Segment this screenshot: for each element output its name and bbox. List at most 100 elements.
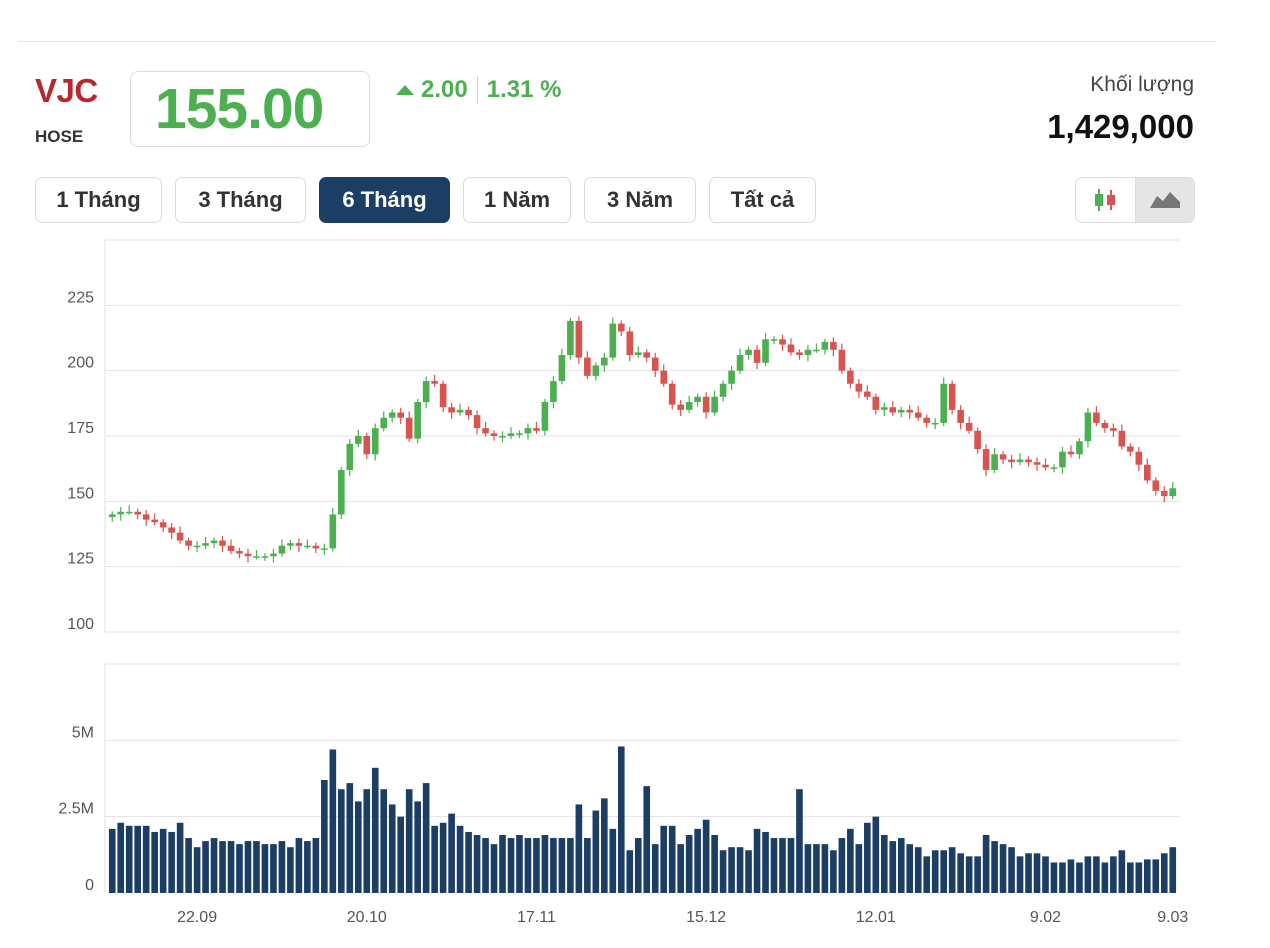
candle-body	[431, 381, 438, 384]
candle-body	[193, 545, 201, 548]
volume-bar	[872, 816, 880, 893]
candle-body	[338, 469, 345, 515]
candle-body	[448, 407, 455, 413]
volume-bar	[507, 838, 515, 893]
candle-body	[601, 357, 608, 366]
candle-body	[897, 409, 905, 413]
candle-body	[1067, 451, 1075, 455]
candle-body	[142, 514, 150, 520]
candle-body	[626, 331, 634, 355]
candle-body	[830, 341, 837, 350]
change-separator	[476, 76, 478, 104]
date-tick-label: 20.10	[347, 909, 387, 926]
volume-bar	[1016, 856, 1024, 893]
volume-bar	[533, 838, 540, 893]
candle-body	[388, 412, 396, 418]
volume-bar	[550, 838, 557, 893]
price-tick-label: 175	[67, 420, 94, 437]
volume-bar	[889, 841, 897, 893]
candle-body	[677, 404, 684, 410]
volume-bar	[202, 841, 209, 893]
volume-bar	[982, 834, 990, 893]
volume-bar	[864, 822, 871, 893]
tab-1-year[interactable]: 1 Năm	[463, 177, 571, 223]
candle-body	[321, 548, 328, 550]
volume-bar	[304, 841, 311, 893]
volume-bar	[1093, 856, 1100, 893]
candle-body	[533, 428, 540, 431]
candle-body	[821, 341, 829, 350]
up-triangle-icon	[396, 85, 414, 95]
tab-all[interactable]: Tất cả	[709, 177, 816, 223]
candle-body	[371, 428, 379, 455]
price-tick-label: 225	[67, 289, 94, 306]
volume-bar	[796, 789, 803, 893]
candle-body	[1127, 446, 1134, 452]
candle-body	[253, 556, 260, 558]
volume-bar	[753, 828, 761, 893]
volume-bar	[227, 841, 235, 893]
volume-bar	[1042, 856, 1049, 893]
volume-bar	[558, 838, 566, 893]
volume-bar	[134, 825, 142, 893]
volume-bar	[1160, 853, 1168, 893]
candle-body	[1016, 459, 1024, 463]
tab-6-months[interactable]: 6 Tháng	[319, 177, 450, 223]
candle-body	[931, 422, 939, 425]
candle-body	[117, 511, 125, 515]
volume-bar	[524, 838, 532, 893]
date-tick-label: 15.12	[686, 909, 726, 926]
candle-body	[210, 540, 218, 544]
candle-body	[1076, 441, 1083, 455]
candle-body	[991, 454, 998, 470]
exchange-label: HOSE	[35, 127, 84, 146]
candle-body	[236, 550, 243, 554]
candle-body	[439, 383, 447, 408]
candle-body	[482, 428, 489, 434]
volume-bar	[1169, 847, 1177, 893]
volume-bar	[584, 838, 591, 893]
candle-body	[295, 543, 303, 546]
volume-bar	[838, 838, 846, 893]
candle-body	[592, 365, 600, 376]
candle-body	[312, 545, 320, 549]
tab-3-months[interactable]: 3 Tháng	[175, 177, 306, 223]
tab-1-month[interactable]: 1 Tháng	[35, 177, 162, 223]
volume-bar	[694, 828, 701, 893]
candle-body	[999, 454, 1007, 460]
volume-bar	[125, 825, 133, 893]
volume-bar	[465, 831, 472, 893]
candle-body	[804, 349, 812, 355]
volume-bar	[354, 801, 362, 893]
candle-body	[660, 370, 668, 384]
volume-bar	[762, 831, 769, 893]
volume-bar	[117, 822, 125, 893]
volume-bar	[363, 789, 371, 893]
candle-body	[753, 349, 761, 363]
candle-body	[499, 436, 506, 438]
volume-bar	[1025, 853, 1032, 893]
volume-bar	[1110, 856, 1117, 893]
volume-bar	[151, 831, 158, 893]
candle-body	[168, 527, 175, 533]
candle-body	[354, 436, 362, 444]
volume-bar	[965, 856, 973, 893]
candle-body	[176, 532, 184, 541]
volume-bar	[651, 844, 659, 893]
candle-body	[524, 428, 532, 434]
area-mode-button[interactable]	[1134, 178, 1194, 222]
candle-body	[1152, 480, 1160, 491]
candle-body	[1143, 464, 1151, 481]
candlestick-mode-button[interactable]	[1076, 178, 1135, 222]
volume-bar	[813, 844, 820, 893]
volume-bar	[1101, 862, 1109, 893]
volume-bar	[1076, 862, 1083, 893]
volume-bar	[1033, 853, 1041, 893]
volume-bar	[312, 838, 320, 893]
candle-body	[651, 357, 659, 371]
tab-3-years[interactable]: 3 Năm	[584, 177, 696, 223]
candle-body	[957, 409, 964, 423]
candle-body	[948, 383, 956, 410]
price-tick-label: 150	[67, 485, 94, 502]
date-tick-label: 9.03	[1157, 909, 1188, 926]
